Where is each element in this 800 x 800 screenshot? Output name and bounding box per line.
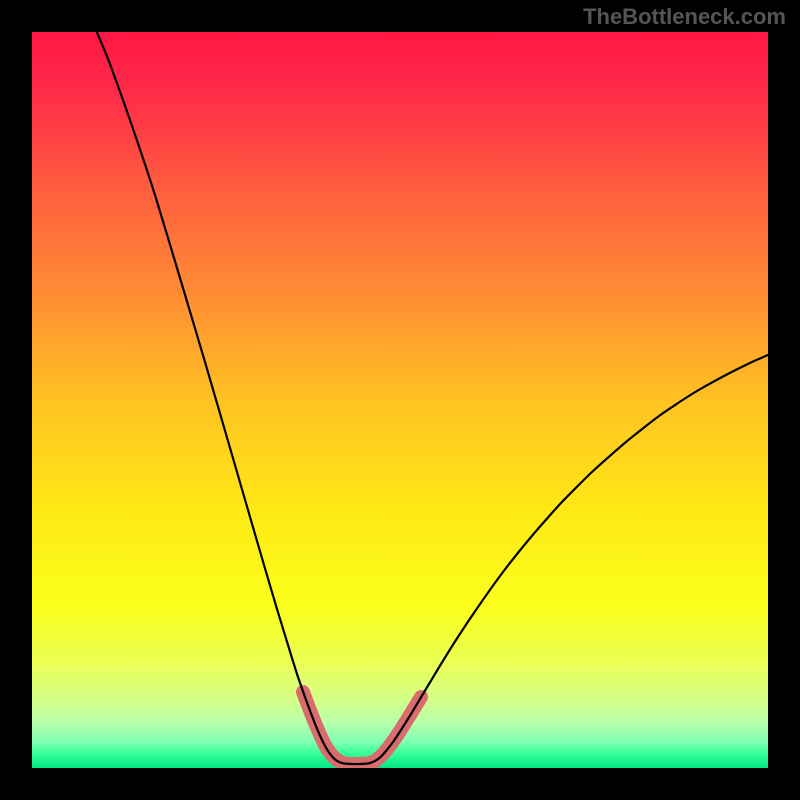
chart-svg xyxy=(0,0,800,800)
chart-background xyxy=(32,32,768,768)
watermark-text: TheBottleneck.com xyxy=(583,4,786,30)
chart-frame: TheBottleneck.com xyxy=(0,0,800,800)
